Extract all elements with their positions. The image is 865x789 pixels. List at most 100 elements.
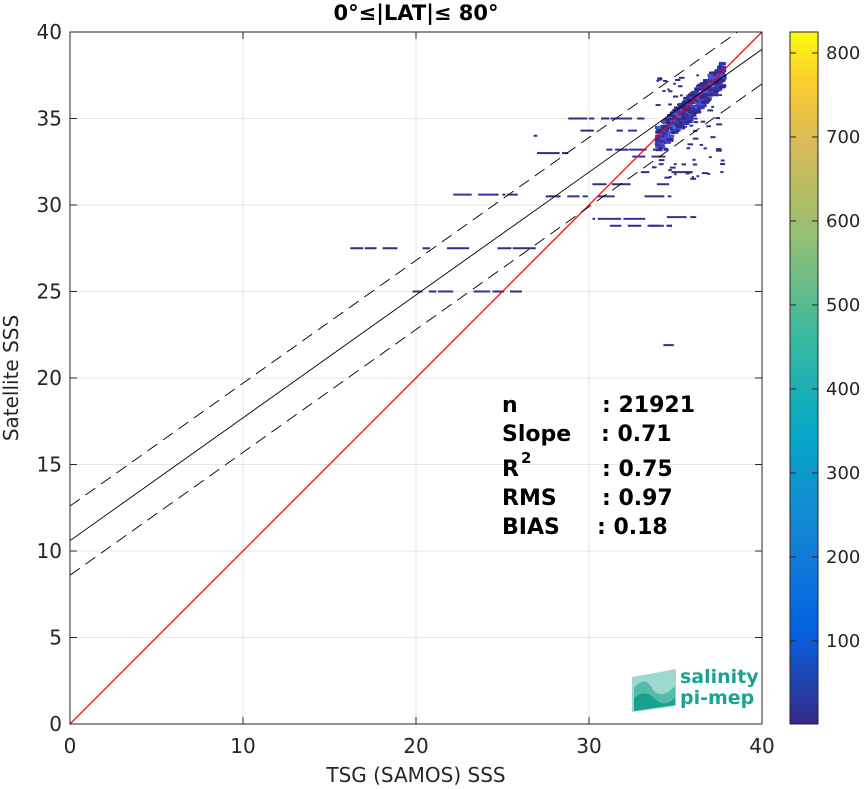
- density-cell: [706, 125, 711, 128]
- colorbar-tick-label: 600: [826, 211, 860, 232]
- density-cell: [422, 247, 431, 250]
- density-cell: [702, 84, 706, 88]
- density-cell: [656, 125, 663, 129]
- density-cell: [679, 108, 683, 112]
- density-segment: [537, 152, 569, 155]
- density-cell: [692, 108, 698, 112]
- density-cell: [623, 217, 646, 220]
- density-cell: [428, 290, 437, 293]
- density-cell: [667, 88, 670, 91]
- density-cell: [672, 112, 679, 116]
- density-cell: [695, 96, 701, 100]
- density-segment: [606, 148, 658, 151]
- density-cell: [693, 121, 699, 124]
- density-cell: [597, 195, 615, 198]
- density-cell: [719, 67, 725, 71]
- density-cell: [669, 121, 677, 125]
- density-cell: [708, 156, 712, 159]
- density-cell: [692, 158, 696, 161]
- density-cell: [350, 247, 364, 250]
- density-cell: [707, 172, 711, 175]
- density-cell: [716, 149, 722, 152]
- density-cell: [696, 175, 700, 178]
- density-cell: [708, 86, 716, 90]
- density-cell: [674, 117, 680, 121]
- density-cell: [707, 109, 714, 112]
- density-cell: [681, 163, 686, 166]
- stat-slope-label: Slope: [502, 422, 571, 447]
- density-segment: [609, 224, 673, 227]
- density-cell: [673, 163, 677, 166]
- density-cell: [682, 119, 688, 123]
- density-cell: [666, 224, 673, 227]
- logo-text-salinity: salinity: [680, 666, 759, 688]
- density-cell: [698, 94, 703, 98]
- x-tick-label: 40: [749, 734, 774, 758]
- density-cell: [673, 82, 676, 85]
- density-cell: [697, 83, 703, 87]
- density-cell: [663, 79, 668, 82]
- density-cell: [718, 94, 722, 97]
- density-cell: [718, 85, 724, 88]
- density-cell: [675, 78, 681, 81]
- density-cell: [716, 123, 723, 126]
- density-segment: [640, 171, 693, 174]
- x-tick-label: 10: [230, 734, 255, 758]
- density-cell: [674, 120, 682, 124]
- density-cell: [533, 134, 538, 137]
- density-cell: [668, 103, 672, 106]
- density-cell: [644, 195, 665, 198]
- density-cell: [666, 216, 687, 219]
- density-cell: [582, 195, 588, 198]
- density-cell: [616, 129, 623, 132]
- density-cell: [672, 115, 676, 119]
- density-cell: [588, 117, 595, 120]
- density-cell: [478, 193, 499, 196]
- density-cell: [609, 224, 622, 227]
- density-cell: [687, 143, 694, 146]
- density-cell: [615, 148, 629, 151]
- density-cell: [651, 155, 666, 158]
- density-cell: [711, 105, 715, 108]
- density-cell: [707, 79, 713, 83]
- x-tick-label: 0: [64, 734, 77, 758]
- y-axis-label: Satellite SSS: [0, 315, 23, 441]
- stat-rms-label: RMS: [502, 486, 557, 511]
- density-segment: [663, 344, 674, 347]
- density-cell: [671, 111, 676, 115]
- density-cell: [658, 128, 665, 132]
- density-cell: [699, 98, 704, 102]
- density-cell: [506, 193, 518, 196]
- density-cell: [690, 107, 695, 110]
- stat-n-label: n: [502, 393, 518, 418]
- colorbar-tick-label: 300: [826, 463, 860, 484]
- density-cell: [686, 117, 694, 121]
- density-cell: [710, 93, 719, 97]
- density-cell: [654, 142, 660, 146]
- density-cell: [670, 128, 675, 132]
- y-tick-label: 10: [37, 539, 62, 563]
- density-cell: [412, 290, 423, 293]
- x-tick-label: 20: [403, 734, 428, 758]
- density-cell: [657, 77, 663, 80]
- density-cell: [702, 79, 711, 83]
- density-cell: [681, 125, 688, 128]
- density-cell: [690, 94, 696, 98]
- y-tick-label: 40: [37, 20, 62, 44]
- density-cell: [686, 171, 693, 174]
- density-cell: [671, 171, 693, 174]
- density-cell: [692, 137, 699, 140]
- density-segment: [412, 290, 522, 293]
- density-cell: [678, 85, 683, 88]
- density-cell: [685, 172, 690, 175]
- density-cell: [662, 89, 666, 92]
- density-cell: [473, 290, 491, 293]
- density-cell: [492, 290, 505, 293]
- density-cell: [690, 110, 698, 114]
- density-cell: [701, 92, 705, 96]
- y-tick-label: 25: [37, 280, 62, 304]
- density-cell: [668, 90, 673, 93]
- density-cell: [702, 94, 708, 98]
- density-cell: [678, 125, 685, 128]
